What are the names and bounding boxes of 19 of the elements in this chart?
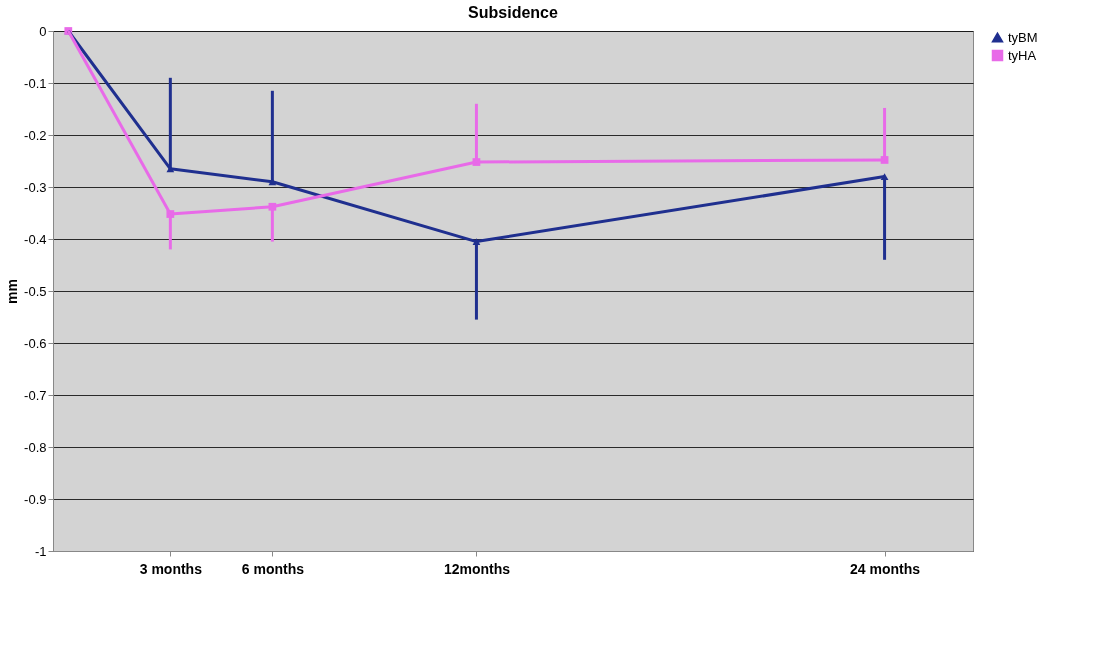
x-tick-label: 24 months xyxy=(850,560,921,577)
legend-label: tyBM xyxy=(1008,29,1038,45)
legend-label: tyHA xyxy=(1008,47,1037,63)
y-tick-label: -0.6 xyxy=(24,335,47,351)
y-tick-label: -0.1 xyxy=(24,75,47,91)
y-tick-label: -0.2 xyxy=(24,127,47,143)
y-tick-label: -0.8 xyxy=(24,439,47,455)
y-tick-label: 0 xyxy=(39,23,47,39)
y-tick-label: -0.5 xyxy=(24,283,47,299)
x-tick-label: 12months xyxy=(443,560,511,577)
y-axis-title: mm xyxy=(4,279,21,304)
y-tick-label: -1 xyxy=(34,543,47,559)
y-tick-label: -0.7 xyxy=(24,387,47,403)
chart-title: Subsidence xyxy=(468,4,558,21)
x-tick-label: 6 months xyxy=(241,560,305,577)
x-tick-label: 3 months xyxy=(139,560,203,577)
y-tick-label: -0.3 xyxy=(24,179,47,195)
y-tick-label: -0.4 xyxy=(24,231,47,247)
y-tick-label: -0.9 xyxy=(24,491,47,507)
